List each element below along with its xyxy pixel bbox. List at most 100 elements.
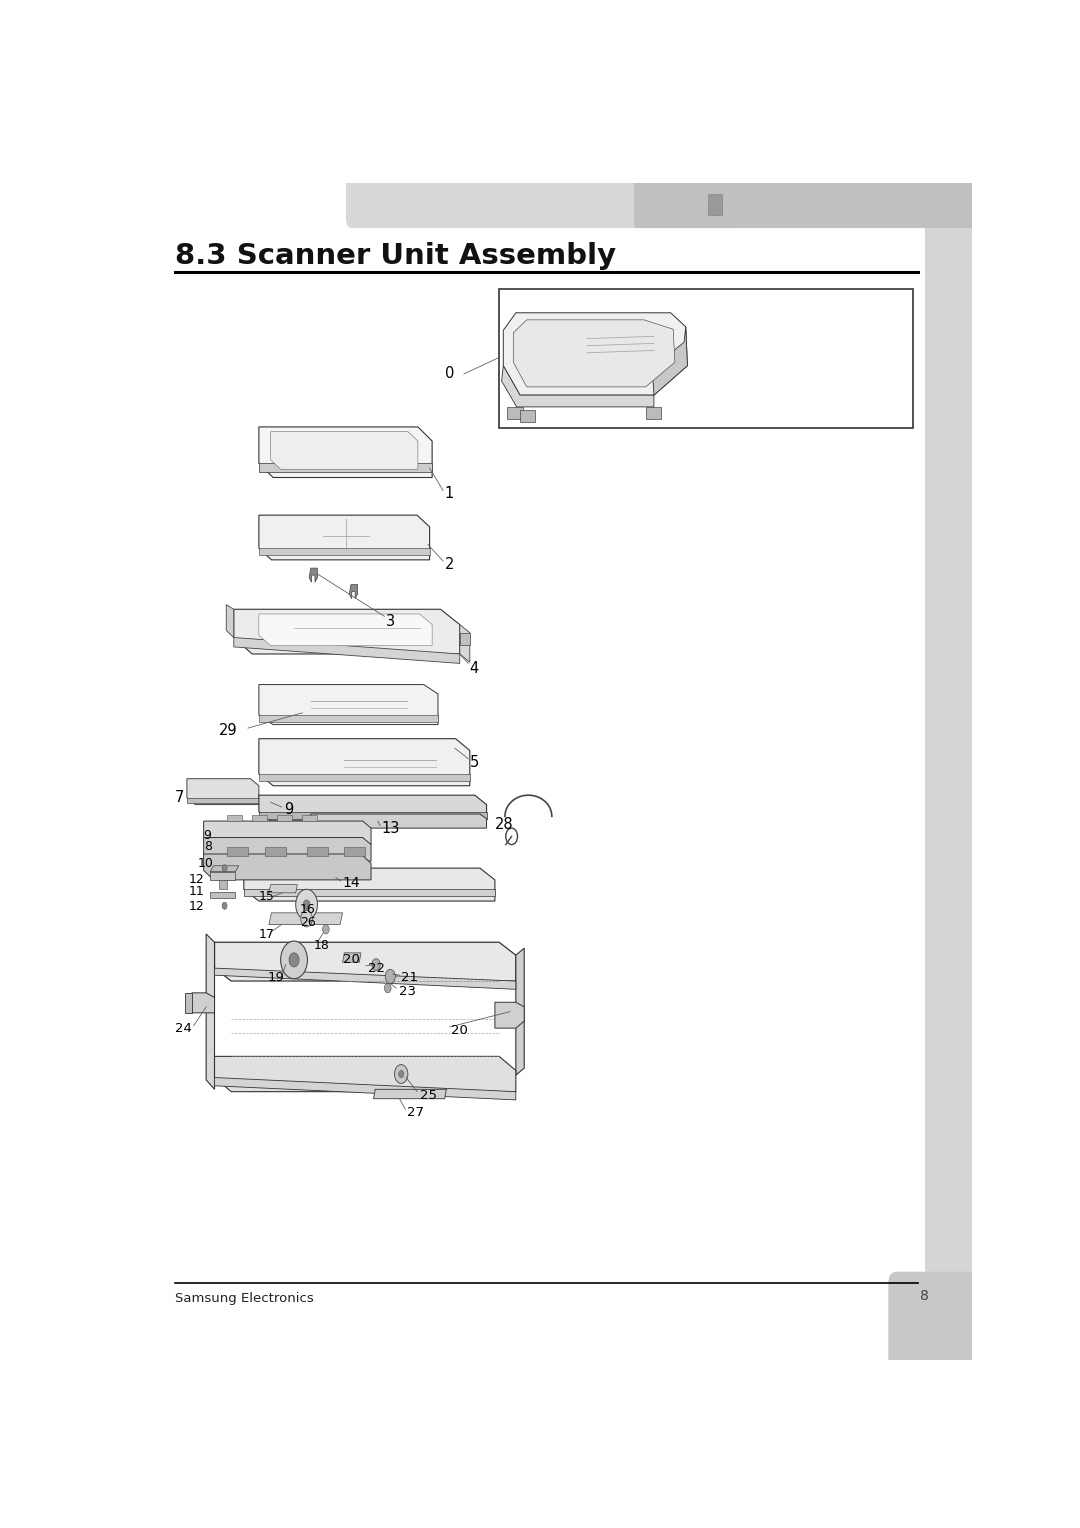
Polygon shape: [309, 568, 318, 582]
Polygon shape: [460, 625, 470, 662]
Text: 9: 9: [284, 802, 294, 817]
Polygon shape: [259, 715, 438, 723]
Polygon shape: [215, 1077, 516, 1100]
Text: 17: 17: [259, 927, 274, 941]
Polygon shape: [513, 319, 675, 387]
Text: 12: 12: [189, 874, 204, 886]
Text: 25: 25: [420, 1088, 436, 1102]
Text: 23: 23: [399, 986, 416, 998]
Text: 15: 15: [259, 889, 274, 903]
Polygon shape: [460, 633, 470, 645]
Text: 24: 24: [175, 1022, 192, 1034]
Polygon shape: [215, 943, 516, 981]
Circle shape: [222, 865, 227, 871]
Polygon shape: [211, 892, 235, 897]
Text: 22: 22: [367, 961, 384, 975]
Text: 18: 18: [313, 940, 329, 952]
Polygon shape: [226, 605, 233, 637]
Polygon shape: [186, 993, 192, 1013]
Polygon shape: [211, 871, 235, 880]
Polygon shape: [192, 993, 215, 1013]
Polygon shape: [244, 868, 495, 902]
Polygon shape: [508, 406, 523, 419]
Polygon shape: [311, 814, 486, 828]
Text: 1: 1: [445, 486, 454, 501]
FancyBboxPatch shape: [346, 174, 744, 228]
Circle shape: [300, 911, 312, 927]
Text: 27: 27: [407, 1106, 424, 1120]
Polygon shape: [259, 795, 486, 821]
Circle shape: [289, 953, 299, 967]
Polygon shape: [259, 463, 432, 472]
Text: 0: 0: [445, 367, 454, 382]
Circle shape: [281, 941, 308, 979]
Polygon shape: [204, 854, 372, 880]
Text: 7: 7: [175, 790, 185, 805]
Text: 4: 4: [470, 660, 480, 675]
Text: 5: 5: [470, 755, 480, 770]
Polygon shape: [259, 738, 470, 785]
Polygon shape: [215, 969, 516, 989]
Polygon shape: [244, 889, 495, 897]
Circle shape: [386, 969, 395, 984]
Text: 13: 13: [382, 821, 401, 836]
Bar: [926, 219, 972, 1313]
Polygon shape: [233, 610, 460, 654]
Polygon shape: [345, 847, 365, 856]
Text: 9: 9: [204, 828, 212, 842]
Text: 12: 12: [189, 900, 204, 914]
Polygon shape: [271, 431, 418, 469]
Bar: [499, 289, 914, 428]
Text: 28: 28: [495, 817, 513, 833]
Text: 3: 3: [387, 614, 395, 628]
Text: 10: 10: [198, 857, 214, 869]
Text: 29: 29: [218, 723, 238, 738]
Polygon shape: [269, 912, 342, 924]
Polygon shape: [259, 549, 430, 555]
Circle shape: [372, 958, 380, 970]
Polygon shape: [269, 885, 297, 892]
Text: 21: 21: [401, 970, 418, 984]
Polygon shape: [307, 847, 327, 856]
Polygon shape: [204, 837, 372, 862]
Polygon shape: [501, 365, 653, 406]
Circle shape: [296, 889, 318, 920]
Circle shape: [323, 924, 329, 934]
Circle shape: [222, 902, 227, 909]
Circle shape: [384, 984, 391, 993]
Text: 2: 2: [445, 558, 454, 571]
Text: Samsung Electronics: Samsung Electronics: [175, 1291, 314, 1305]
Circle shape: [303, 900, 310, 909]
Polygon shape: [215, 1056, 516, 1091]
Polygon shape: [204, 821, 372, 845]
Polygon shape: [503, 313, 688, 396]
Polygon shape: [187, 779, 259, 805]
Polygon shape: [259, 614, 432, 646]
Bar: [708, 194, 721, 215]
Text: 14: 14: [342, 877, 361, 891]
Polygon shape: [259, 685, 438, 724]
Text: 8: 8: [920, 1290, 929, 1303]
Text: 8: 8: [204, 840, 212, 854]
Polygon shape: [233, 637, 460, 663]
Polygon shape: [302, 814, 318, 821]
Polygon shape: [652, 327, 688, 396]
Polygon shape: [227, 814, 242, 821]
Polygon shape: [495, 1002, 524, 1028]
Circle shape: [394, 1065, 408, 1083]
Polygon shape: [349, 585, 357, 599]
Polygon shape: [227, 847, 248, 856]
Polygon shape: [211, 866, 239, 871]
Polygon shape: [521, 411, 535, 422]
Polygon shape: [259, 811, 486, 819]
Polygon shape: [253, 814, 267, 821]
Polygon shape: [187, 798, 259, 804]
Polygon shape: [259, 426, 432, 477]
Circle shape: [399, 1071, 404, 1077]
Text: 20: 20: [451, 1024, 469, 1038]
FancyBboxPatch shape: [889, 1271, 981, 1372]
Polygon shape: [926, 1313, 972, 1360]
Polygon shape: [206, 934, 215, 1089]
Text: 19: 19: [267, 970, 284, 984]
Polygon shape: [342, 953, 361, 963]
